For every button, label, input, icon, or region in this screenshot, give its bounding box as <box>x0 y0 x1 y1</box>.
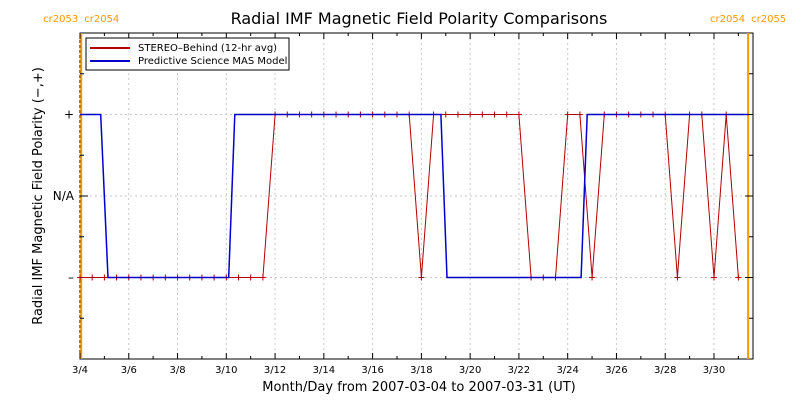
series-line-1 <box>80 113 749 279</box>
x-tick-label: 3/8 <box>169 365 185 376</box>
x-tick-label: 3/24 <box>556 365 578 376</box>
data-point-marker <box>454 111 461 118</box>
x-tick-label: 3/12 <box>264 365 286 376</box>
data-point-marker <box>101 274 108 281</box>
y-axis-ticks: + N/A – <box>53 73 753 319</box>
data-point-marker <box>89 274 96 281</box>
data-point-marker <box>247 274 254 281</box>
x-tick-label: 3/28 <box>654 365 676 376</box>
x-tick-label: 3/26 <box>605 365 627 376</box>
x-tick-label: 3/14 <box>313 365 335 376</box>
legend: STEREO–Behind (12-hr avg) Predictive Sci… <box>85 37 290 71</box>
x-tick-label: 3/16 <box>361 365 383 376</box>
data-point-marker <box>710 274 717 281</box>
data-point-marker <box>479 111 486 118</box>
x-tick-label: 3/22 <box>508 365 530 376</box>
carrington-label-right: cr2054 <box>84 14 119 25</box>
x-tick-label: 3/4 <box>72 365 88 376</box>
x-tick-label: 3/10 <box>215 365 237 376</box>
chart-title: Radial IMF Magnetic Field Polarity Compa… <box>231 9 608 28</box>
y-axis-label: Radial IMF Magnetic Field Polarity (−,+) <box>31 67 46 325</box>
series-line-0 <box>80 114 739 278</box>
x-tick-label: 3/18 <box>410 365 432 376</box>
legend-label-stereo: STEREO–Behind (12-hr avg) <box>138 43 277 54</box>
carrington-label-right: cr2055 <box>751 14 786 25</box>
x-axis-label: Month/Day from 2007-03-04 to 2007-03-31 … <box>262 380 575 395</box>
data-point-marker <box>467 111 474 118</box>
data-point-marker <box>77 274 83 281</box>
data-point-marker <box>418 274 425 281</box>
data-point-marker <box>576 111 583 118</box>
data-point-marker <box>515 111 522 118</box>
data-point-marker <box>735 274 742 281</box>
data-point-marker <box>589 274 596 281</box>
legend-box <box>85 37 290 71</box>
x-tick-label: 3/30 <box>703 365 725 376</box>
series-layer <box>77 111 749 281</box>
data-point-marker <box>235 274 242 281</box>
y-tick-label: + <box>64 108 74 122</box>
data-point-marker <box>259 274 266 281</box>
carrington-label-left: cr2053 <box>43 14 78 25</box>
carrington-label-left: cr2054 <box>710 14 745 25</box>
y-tick-label: – <box>68 271 74 285</box>
data-point-marker <box>674 274 681 281</box>
legend-label-mas: Predictive Science MAS Model <box>138 56 287 67</box>
data-point-marker <box>564 111 571 118</box>
x-tick-label: 3/6 <box>121 365 137 376</box>
gridlines <box>79 33 753 359</box>
data-point-marker <box>442 111 449 118</box>
data-point-marker <box>491 111 498 118</box>
x-tick-label: 3/20 <box>459 365 481 376</box>
data-point-marker <box>503 111 510 118</box>
x-axis-ticks: 3/4 3/6 3/8 3/10 3/12 3/14 3/16 3/18 3/20 3/22 3/2… <box>72 33 739 376</box>
y-tick-label: N/A <box>53 189 75 203</box>
